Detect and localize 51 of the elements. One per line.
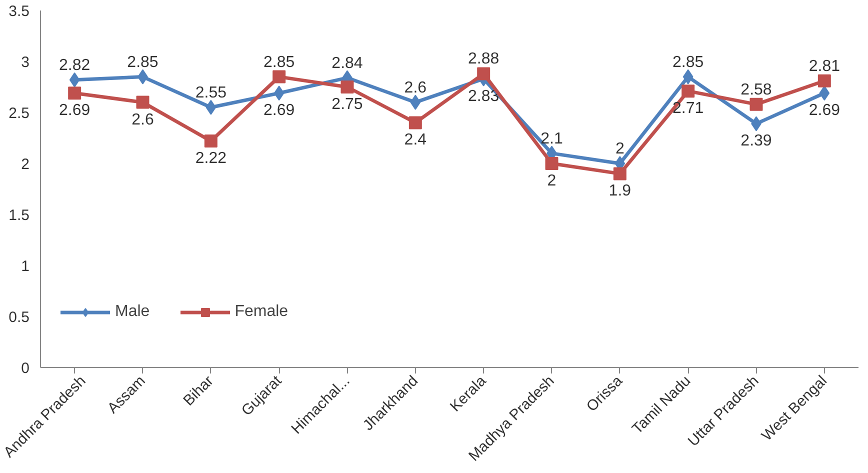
data-label: 2 [547, 172, 556, 190]
point [408, 116, 422, 130]
data-label: 2.82 [59, 56, 90, 74]
data-label: 2.85 [672, 54, 704, 71]
point [69, 72, 80, 88]
y-tick-label: 0 [21, 360, 30, 377]
point [340, 80, 354, 94]
y-tick-label: 1.5 [8, 207, 30, 224]
point [819, 86, 830, 101]
point [613, 167, 626, 180]
data-label: 2.69 [264, 102, 295, 120]
data-label: 1.9 [608, 182, 632, 200]
data-label: 2.75 [332, 96, 363, 113]
y-tick-label: 3 [21, 54, 30, 71]
data-label: 2.4 [404, 132, 427, 149]
point [545, 157, 558, 170]
y-tick-label: 3.5 [8, 3, 30, 20]
data-label: 2.58 [740, 81, 772, 98]
data-label: 2.85 [264, 54, 295, 71]
point [136, 96, 150, 109]
point [818, 74, 831, 88]
point [68, 86, 82, 100]
data-label: 2.84 [332, 54, 363, 72]
y-tick-label: 2 [21, 156, 30, 173]
y-tick-label: 2.5 [8, 105, 30, 122]
data-label: 2.85 [127, 54, 158, 71]
data-label: 2.39 [740, 132, 772, 150]
data-label: 2.6 [404, 79, 427, 96]
y-tick-label: 0.5 [8, 309, 30, 326]
data-label: 2.69 [59, 102, 90, 120]
legend-label: Female [234, 303, 288, 321]
point [274, 86, 284, 101]
point [477, 67, 490, 80]
data-label: 2.55 [195, 84, 227, 102]
data-label: 2.1 [540, 130, 563, 148]
point [750, 98, 763, 111]
data-label: 2.22 [195, 150, 227, 168]
point [682, 69, 694, 84]
legend-label: Male [115, 303, 150, 321]
y-tick-label: 1 [21, 258, 30, 275]
point [272, 70, 286, 84]
data-label: 2.69 [808, 102, 840, 120]
data-label: 2.81 [808, 58, 840, 75]
point [410, 94, 421, 110]
data-label: 2.88 [468, 50, 500, 68]
point [204, 134, 218, 148]
point [682, 84, 695, 98]
data-label: 2.6 [132, 111, 154, 128]
data-label: 2.71 [672, 100, 704, 118]
data-label: 2 [615, 140, 624, 158]
point [206, 100, 216, 115]
